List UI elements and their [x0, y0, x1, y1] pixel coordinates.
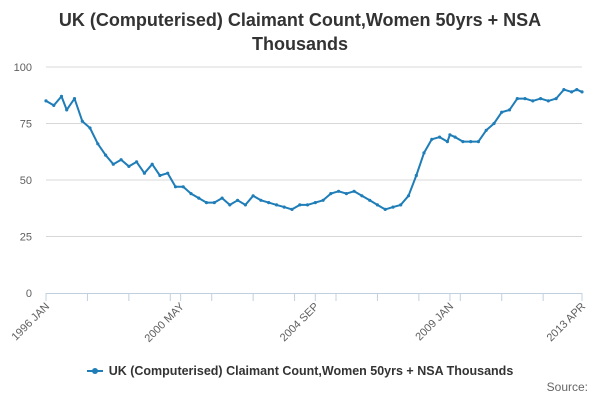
data-point[interactable] [59, 94, 64, 98]
data-point[interactable] [158, 173, 162, 178]
x-tick-label: 1996 JAN [9, 301, 52, 344]
legend-marker-icon [91, 367, 98, 374]
data-point[interactable] [96, 142, 100, 146]
chart-title-line-1: UK (Computerised) Claimant Count,Women 5… [58, 10, 542, 30]
chart-title-line-2: Thousands [251, 34, 348, 54]
data-point[interactable] [251, 194, 255, 198]
data-point[interactable] [142, 171, 146, 175]
data-point[interactable] [360, 194, 364, 198]
legend[interactable]: UK (Computerised) Claimant Count,Women 5… [0, 364, 600, 378]
data-point[interactable] [298, 203, 302, 207]
legend-label: UK (Computerised) Claimant Count,Women 5… [108, 364, 514, 378]
data-point[interactable] [352, 189, 356, 193]
y-tick-label: 75 [20, 119, 32, 131]
data-point[interactable] [406, 194, 411, 198]
data-point[interactable] [282, 205, 286, 209]
data-point[interactable] [448, 133, 452, 137]
y-tick-label: 50 [20, 175, 32, 187]
data-point[interactable] [492, 121, 496, 126]
data-point[interactable] [546, 99, 550, 103]
data-point[interactable] [438, 135, 442, 139]
data-point[interactable] [290, 207, 294, 211]
data-point[interactable] [445, 140, 449, 144]
x-tick-label: 2004 SEP [278, 301, 322, 345]
data-point[interactable] [173, 185, 178, 189]
data-point[interactable] [580, 90, 584, 94]
data-point[interactable] [65, 108, 69, 112]
data-point[interactable] [166, 171, 170, 175]
data-point[interactable] [399, 203, 403, 207]
data-point[interactable] [531, 99, 535, 103]
data-point[interactable] [422, 151, 426, 155]
data-point[interactable] [72, 97, 77, 101]
data-point[interactable] [461, 140, 465, 144]
data-point[interactable] [111, 162, 115, 166]
data-point[interactable] [383, 207, 387, 211]
data-point[interactable] [476, 140, 480, 144]
data-point[interactable] [430, 137, 434, 141]
data-point[interactable] [484, 128, 488, 132]
data-point[interactable] [127, 164, 131, 168]
chart-title: UK (Computerised) Claimant Count,Women 5… [0, 8, 600, 56]
data-point[interactable] [119, 158, 123, 162]
data-point[interactable] [274, 203, 279, 207]
data-point[interactable] [554, 97, 558, 101]
data-point[interactable] [135, 160, 139, 164]
data-point[interactable] [515, 97, 519, 101]
data-point[interactable] [204, 201, 209, 205]
data-point[interactable] [52, 103, 56, 107]
data-point[interactable] [228, 203, 232, 207]
x-tick-label: 2009 JAN [413, 301, 456, 344]
data-point[interactable] [539, 97, 543, 101]
data-point[interactable] [321, 198, 325, 202]
x-tick-label: 2013 APR [545, 301, 589, 345]
data-point[interactable] [368, 198, 372, 202]
data-point[interactable] [523, 97, 527, 101]
data-point[interactable] [344, 192, 348, 196]
data-point[interactable] [562, 88, 566, 92]
data-point[interactable] [570, 90, 574, 94]
data-point[interactable] [243, 203, 247, 207]
data-point[interactable] [305, 203, 310, 207]
legend-swatch [86, 367, 103, 374]
series-line [45, 88, 583, 211]
data-point[interactable] [212, 201, 216, 205]
data-point[interactable] [313, 201, 317, 205]
data-point[interactable] [500, 110, 504, 114]
y-tick-label: 25 [20, 232, 32, 244]
data-point[interactable] [391, 205, 395, 209]
data-point[interactable] [469, 140, 473, 144]
data-point[interactable] [414, 173, 418, 178]
data-point[interactable] [375, 203, 379, 207]
series-layer [44, 88, 584, 211]
gridlines [46, 66, 582, 237]
source-label: Source: [546, 380, 588, 394]
x-tick-label: 2000 MAY [143, 300, 188, 345]
data-point[interactable] [575, 88, 579, 92]
y-tick-label: 100 [14, 62, 32, 74]
data-point[interactable] [80, 119, 84, 123]
data-point[interactable] [259, 198, 263, 202]
y-tick-label: 0 [26, 288, 32, 300]
data-point[interactable] [197, 196, 201, 200]
data-point[interactable] [507, 108, 512, 112]
data-point[interactable] [44, 99, 48, 103]
data-point[interactable] [150, 162, 154, 166]
data-point[interactable] [329, 192, 333, 196]
data-point[interactable] [104, 153, 108, 157]
axes: 0 25 50 75 100 1996 JAN 2000 MAY 2004 SEP 2009 J… [9, 62, 588, 345]
data-point[interactable] [189, 192, 193, 196]
data-point[interactable] [236, 198, 240, 202]
data-point[interactable] [220, 196, 224, 200]
data-point[interactable] [267, 201, 271, 205]
data-point[interactable] [337, 189, 341, 193]
data-point[interactable] [181, 185, 185, 189]
data-point[interactable] [88, 126, 92, 130]
data-point[interactable] [453, 135, 457, 139]
